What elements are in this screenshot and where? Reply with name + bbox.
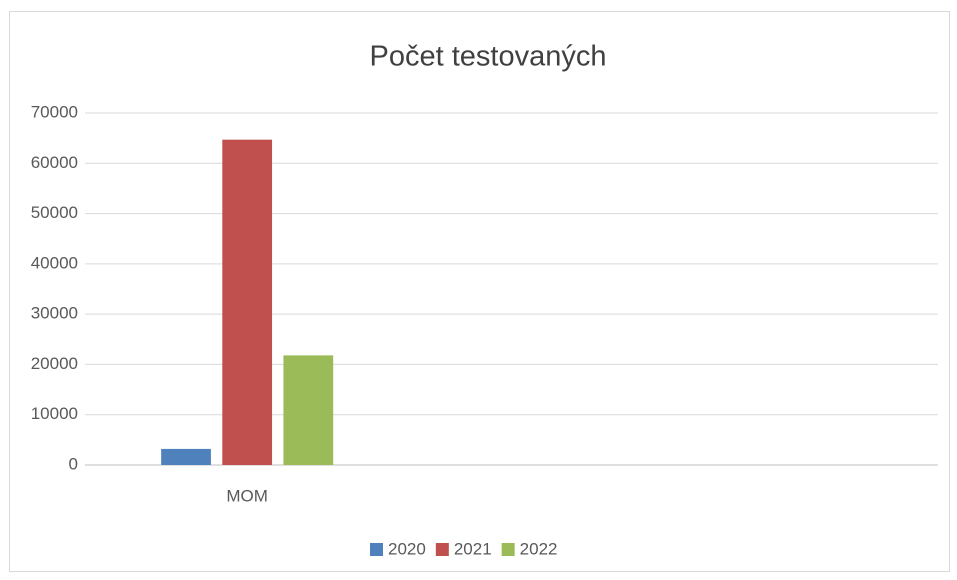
y-tick-label: 40000 (31, 253, 78, 272)
chart-frame (9, 11, 950, 572)
bar (222, 139, 273, 465)
bar (283, 355, 334, 465)
y-tick-label: 70000 (31, 102, 78, 121)
x-tick-label: MOM (226, 486, 268, 505)
legend-swatch (501, 543, 515, 556)
y-tick-label: 60000 (31, 153, 78, 172)
y-tick-label: 30000 (31, 304, 78, 323)
legend-label: 2022 (520, 539, 558, 558)
legend-label: 2021 (454, 539, 492, 558)
legend-label: 2020 (388, 539, 426, 558)
chart-title: Počet testovaných (370, 41, 607, 73)
bar (161, 448, 211, 465)
legend-swatch (370, 543, 383, 556)
y-tick-label: 0 (69, 454, 78, 473)
y-tick-label: 20000 (31, 354, 78, 373)
legend-swatch (435, 543, 449, 556)
y-tick-label: 10000 (31, 404, 78, 423)
y-tick-label: 50000 (31, 203, 78, 222)
